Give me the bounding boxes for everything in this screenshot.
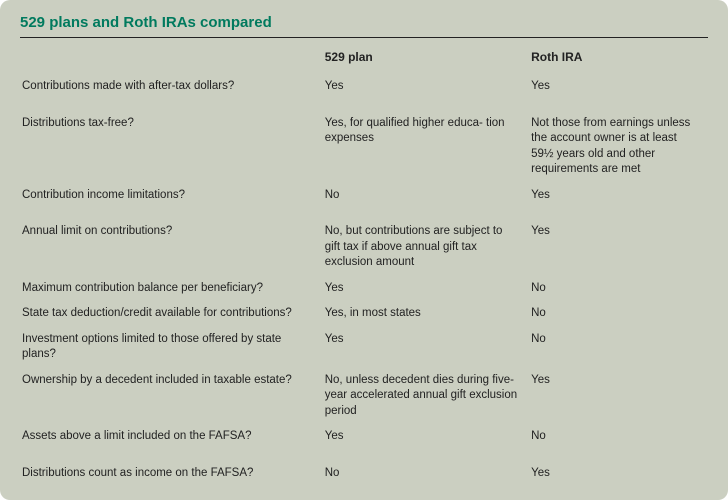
col-header-529: 529 plan bbox=[323, 46, 529, 74]
plan529-cell: No bbox=[323, 183, 529, 220]
comparison-panel: 529 plans and Roth IRAs compared 529 pla… bbox=[0, 0, 728, 500]
question-cell: State tax deduction/credit available for… bbox=[20, 301, 323, 327]
plan529-cell: Yes, for qualified higher educa- tion ex… bbox=[323, 111, 529, 183]
question-cell: Contribution income limitations? bbox=[20, 183, 323, 220]
table-row: Contribution income limitations?NoYes bbox=[20, 183, 708, 220]
table-row: Investment options limited to those offe… bbox=[20, 327, 708, 368]
table-row: Annual limit on contributions?No, but co… bbox=[20, 219, 708, 276]
question-cell: Distributions tax-free? bbox=[20, 111, 323, 183]
table-row: Maximum contribution balance per benefic… bbox=[20, 276, 708, 302]
rothira-cell: Yes bbox=[529, 219, 708, 276]
rothira-cell: No bbox=[529, 424, 708, 461]
rothira-cell: Yes bbox=[529, 368, 708, 425]
table-row: Distributions count as income on the FAF… bbox=[20, 461, 708, 487]
rothira-cell: Yes bbox=[529, 461, 708, 487]
page-title: 529 plans and Roth IRAs compared bbox=[20, 14, 708, 31]
rothira-cell: No bbox=[529, 276, 708, 302]
rothira-cell: Yes bbox=[529, 183, 708, 220]
comparison-table: 529 plan Roth IRA Contributions made wit… bbox=[20, 46, 708, 486]
table-row: Distributions tax-free?Yes, for qualifie… bbox=[20, 111, 708, 183]
table-header-row: 529 plan Roth IRA bbox=[20, 46, 708, 74]
rothira-cell: No bbox=[529, 327, 708, 368]
question-cell: Annual limit on contributions? bbox=[20, 219, 323, 276]
question-cell: Maximum contribution balance per benefic… bbox=[20, 276, 323, 302]
plan529-cell: No, unless decedent dies during five-yea… bbox=[323, 368, 529, 425]
question-cell: Investment options limited to those offe… bbox=[20, 327, 323, 368]
plan529-cell: Yes bbox=[323, 74, 529, 111]
question-cell: Contributions made with after-tax dollar… bbox=[20, 74, 323, 111]
plan529-cell: Yes bbox=[323, 327, 529, 368]
table-row: Ownership by a decedent included in taxa… bbox=[20, 368, 708, 425]
table-row: State tax deduction/credit available for… bbox=[20, 301, 708, 327]
plan529-cell: Yes bbox=[323, 276, 529, 302]
rothira-cell: No bbox=[529, 301, 708, 327]
question-cell: Assets above a limit included on the FAF… bbox=[20, 424, 323, 461]
title-rule bbox=[20, 37, 708, 38]
table-row: Contributions made with after-tax dollar… bbox=[20, 74, 708, 111]
table-body: Contributions made with after-tax dollar… bbox=[20, 74, 708, 486]
col-header-roth: Roth IRA bbox=[529, 46, 708, 74]
question-cell: Ownership by a decedent included in taxa… bbox=[20, 368, 323, 425]
question-cell: Distributions count as income on the FAF… bbox=[20, 461, 323, 487]
table-row: Assets above a limit included on the FAF… bbox=[20, 424, 708, 461]
plan529-cell: No, but contributions are subject to gif… bbox=[323, 219, 529, 276]
col-header-empty bbox=[20, 46, 323, 74]
plan529-cell: Yes, in most states bbox=[323, 301, 529, 327]
rothira-cell: Not those from earnings unless the accou… bbox=[529, 111, 708, 183]
plan529-cell: No bbox=[323, 461, 529, 487]
plan529-cell: Yes bbox=[323, 424, 529, 461]
rothira-cell: Yes bbox=[529, 74, 708, 111]
